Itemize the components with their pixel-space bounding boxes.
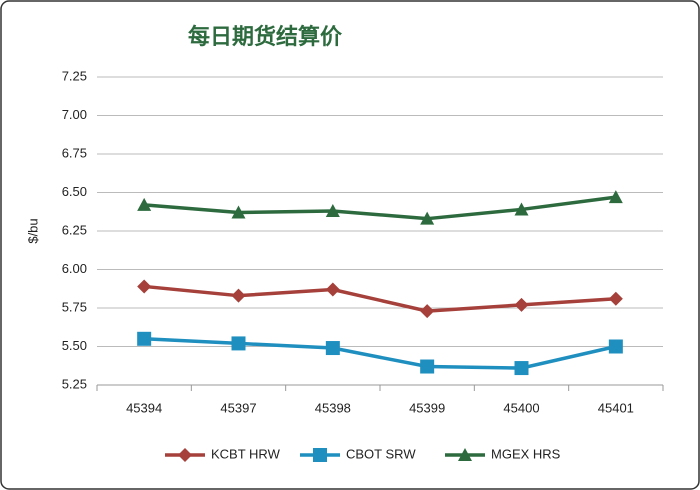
data-point bbox=[420, 304, 435, 319]
data-point bbox=[137, 331, 152, 346]
data-point bbox=[514, 297, 529, 312]
legend-label: CBOT SRW bbox=[346, 446, 416, 461]
y-tick-label: 6.00 bbox=[62, 261, 87, 276]
x-tick-label: 45400 bbox=[503, 400, 539, 415]
x-tick-label: 45399 bbox=[409, 400, 445, 415]
data-point bbox=[514, 202, 529, 216]
legend-marker bbox=[178, 448, 192, 462]
y-tick-label: 5.75 bbox=[62, 299, 87, 314]
y-tick-label: 6.75 bbox=[62, 145, 87, 160]
y-tick-label: 5.50 bbox=[62, 338, 87, 353]
x-tick-label: 45397 bbox=[220, 400, 256, 415]
data-point bbox=[608, 291, 623, 306]
y-tick-label: 5.25 bbox=[62, 376, 87, 391]
data-point bbox=[231, 288, 246, 303]
legend-marker bbox=[313, 448, 327, 462]
x-tick-label: 45401 bbox=[598, 400, 634, 415]
chart-title: 每日期货结算价 bbox=[188, 24, 343, 50]
data-point bbox=[325, 282, 340, 297]
data-point bbox=[420, 359, 435, 374]
data-point bbox=[325, 203, 340, 217]
legend-label: MGEX HRS bbox=[491, 446, 561, 461]
data-point bbox=[608, 190, 623, 204]
data-point bbox=[137, 279, 152, 294]
data-point bbox=[514, 361, 529, 376]
data-point bbox=[420, 211, 435, 225]
series-line bbox=[144, 195, 617, 221]
series-line bbox=[144, 337, 617, 370]
y-axis-label: $/bu bbox=[25, 218, 40, 243]
legend-marker bbox=[458, 448, 472, 461]
data-point bbox=[608, 339, 623, 354]
data-point bbox=[231, 336, 246, 351]
y-tick-label: 6.50 bbox=[62, 184, 87, 199]
data-point bbox=[325, 341, 340, 356]
data-point bbox=[231, 205, 246, 219]
series-line bbox=[143, 284, 616, 313]
x-tick-label: 45394 bbox=[126, 400, 162, 415]
y-tick-label: 7.00 bbox=[62, 107, 87, 122]
y-tick-label: 6.25 bbox=[62, 222, 87, 237]
data-point bbox=[137, 197, 152, 211]
legend-label: KCBT HRW bbox=[211, 446, 281, 461]
x-tick-label: 45398 bbox=[315, 400, 351, 415]
y-tick-label: 7.25 bbox=[62, 68, 87, 83]
